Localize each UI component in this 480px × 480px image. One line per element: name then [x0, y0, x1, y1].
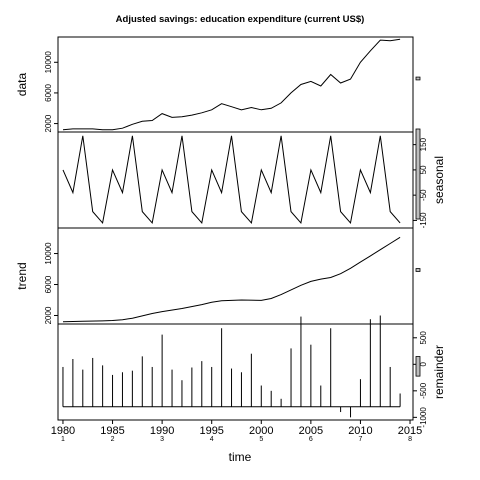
- x-tick-label: 1990: [150, 425, 174, 437]
- cycle-tick-label: 1: [61, 436, 65, 443]
- x-tick-label: 1980: [51, 425, 75, 437]
- trend-ytick-label: 10000: [44, 242, 53, 265]
- panel-trend: 2000 6000 10000 trend: [15, 227, 421, 325]
- data-ytick-label: 2000: [44, 114, 53, 132]
- data-frame: [57, 36, 414, 133]
- data-ytick-label: 6000: [44, 83, 53, 101]
- cycle-tick-label: 5: [259, 436, 263, 443]
- seasonal-panel-label: seasonal: [432, 156, 446, 204]
- seasonal-series-line: [62, 135, 401, 225]
- data-panel-label: data: [15, 72, 29, 96]
- seasonal-frame: [57, 131, 414, 229]
- remainder-ytick-label: 0: [419, 362, 428, 367]
- seasonal-range-bar: [415, 128, 421, 220]
- trend-frame: [57, 227, 414, 325]
- trend-panel-label: trend: [15, 262, 29, 289]
- data-range-bar: [415, 76, 421, 81]
- trend-series-line: [62, 236, 401, 323]
- x-axis-label: time: [229, 450, 252, 464]
- panel-seasonal: -150 -50 50 150 seasonal: [57, 128, 446, 229]
- panel-remainder: -1000 -500 0 500 remainder: [57, 315, 446, 428]
- remainder-ytick-label: -500: [419, 382, 428, 399]
- cycle-tick-label: 2: [111, 436, 115, 443]
- x-tick-label: 2005: [299, 425, 323, 437]
- x-tick-label: 1995: [199, 425, 223, 437]
- x-tick-label: 1985: [100, 425, 124, 437]
- x-tick-label: 2015: [398, 425, 422, 437]
- data-ytick-label: 10000: [44, 51, 53, 74]
- cycle-tick-label: 7: [358, 436, 362, 443]
- cycle-tick-label: 3: [160, 436, 164, 443]
- data-series-line: [62, 38, 401, 131]
- remainder-panel-label: remainder: [432, 345, 446, 399]
- trend-ytick-label: 6000: [44, 275, 53, 293]
- chart-title: Adjusted savings: education expenditure …: [116, 14, 365, 25]
- seasonal-ytick-label: -50: [419, 189, 428, 201]
- seasonal-ytick-label: 150: [419, 137, 428, 151]
- remainder-ytick-label: -1000: [419, 407, 428, 428]
- panel-data: 2000 6000 10000 data: [15, 36, 421, 133]
- seasonal-ytick-label: -150: [419, 212, 428, 229]
- cycle-tick-label: 4: [210, 436, 214, 443]
- remainder-range-bar: [415, 356, 421, 377]
- remainder-frame: [57, 323, 414, 421]
- cycle-tick-label: 6: [309, 436, 313, 443]
- cycle-tick-label: 8: [408, 436, 412, 443]
- seasonal-ytick-label: 50: [419, 165, 428, 174]
- x-tick-label: 2010: [348, 425, 372, 437]
- remainder-ytick-label: 500: [419, 331, 428, 345]
- x-tick-label: 2000: [249, 425, 273, 437]
- panels: 2000 6000 10000 data -150 -50 50 150 seasonal 200…: [15, 36, 446, 428]
- trend-ytick-label: 2000: [44, 306, 53, 324]
- trend-range-bar: [415, 268, 421, 272]
